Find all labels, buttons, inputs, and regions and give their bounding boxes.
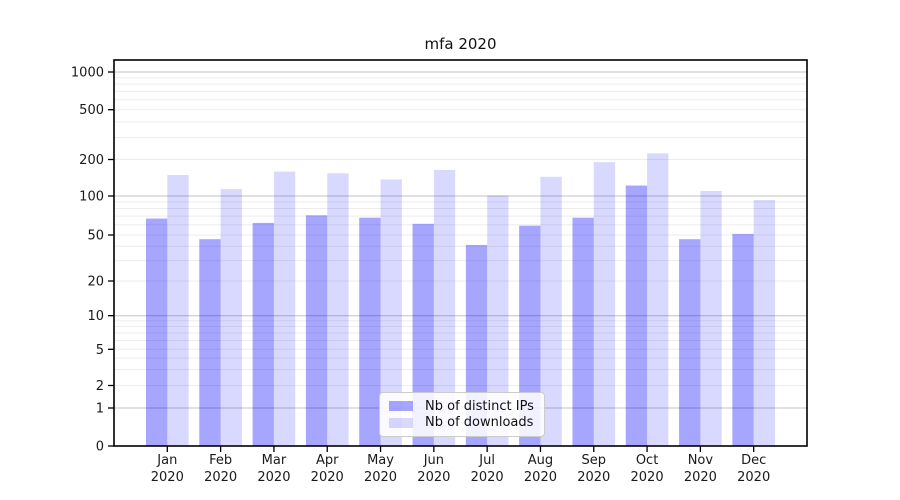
x-tick-label-year: 2020 [257,470,290,485]
y-tick-label: 20 [87,275,104,290]
x-tick-label-month: Aug [528,453,553,468]
bar-mar-downloads [273,171,296,447]
bar-may-downloads [380,179,402,446]
bar-feb-distinct-ips [199,239,221,446]
x-tick-label-year: 2020 [737,470,770,485]
x-tick-label-year: 2020 [204,470,237,485]
x-tick-label-month: May [367,453,394,468]
y-tick-label: 200 [79,153,104,168]
x-tick-label-year: 2020 [471,470,504,485]
bar-jul-downloads [487,195,509,446]
legend-item-downloads: Nb of downloads [389,415,535,430]
bar-sep-downloads [593,162,616,446]
legend-swatch-downloads [389,417,413,428]
minor-gridlines [114,77,807,386]
x-tick-label-month: Apr [316,453,339,468]
x-tick-label-year: 2020 [151,470,184,485]
y-tick-label: 100 [79,190,104,205]
bar-aug-distinct-ips [519,225,541,446]
legend-label-downloads: Nb of downloads [425,415,534,431]
series-distinct-ips [145,185,754,446]
bar-aug-downloads [540,176,562,446]
legend-swatch-distinct-ips [389,401,413,412]
x-tick-label-month: Nov [688,453,714,468]
y-tick-label: 5 [96,343,104,358]
bar-mar-distinct-ips [252,222,274,446]
x-tick-label-month: Oct [636,453,658,468]
x-tick-label-month: Jan [156,453,177,468]
x-tick-label-month: Feb [209,453,232,468]
bar-apr-distinct-ips [305,215,328,446]
bar-jun-downloads [433,169,456,446]
y-tick-label: 500 [79,103,104,118]
bar-apr-downloads [327,173,349,446]
x-axis: Jan 2020 Feb 2020 Mar 2020 Apr 2020 May 2020 Jun 20… [151,446,770,485]
legend-item-distinct-ips: Nb of distinct IPs [389,399,535,414]
x-tick-label-year: 2020 [524,470,557,485]
y-tick-label: 1000 [71,66,104,81]
bar-oct-distinct-ips [625,185,648,446]
legend-label-distinct-ips: Nb of distinct IPs [425,398,534,414]
bar-may-distinct-ips [359,217,381,446]
x-tick-label-year: 2020 [577,470,610,485]
x-tick-label-year: 2020 [364,470,397,485]
x-tick-label-year: 2020 [311,470,344,485]
x-tick-label-year: 2020 [631,470,664,485]
x-tick-label-month: Sep [582,453,607,468]
bar-dec-downloads [753,200,776,446]
y-tick-label: 1 [96,402,104,417]
x-tick-label-year: 2020 [417,470,450,485]
bar-feb-downloads [220,189,242,446]
y-tick-label: 0 [96,440,104,455]
y-tick-label: 2 [96,379,104,394]
bar-jan-distinct-ips [145,218,168,446]
x-tick-label-year: 2020 [684,470,717,485]
bar-sep-distinct-ips [572,217,594,446]
x-tick-label-month: Jun [423,453,444,468]
bar-oct-downloads [647,153,669,446]
y-tick-label: 10 [87,309,104,324]
x-tick-label-month: Dec [741,453,766,468]
bar-dec-distinct-ips [732,233,754,446]
bar-nov-downloads [700,190,722,446]
bar-jun-distinct-ips [412,223,434,446]
x-tick-label-month: Jul [478,453,495,468]
bar-jan-downloads [167,175,189,446]
chart-title: mfa 2020 [424,35,497,53]
series-downloads [167,153,776,447]
y-tick-label: 50 [87,229,104,244]
y-axis: 0 1 2 5 10 20 50 100 200 500 1000 [71,66,114,455]
plot-frame [113,59,808,447]
x-tick-label-month: Mar [262,453,287,468]
legend: Nb of distinct IPs Nb of downloads [379,392,545,437]
bar-nov-distinct-ips [679,239,701,446]
plot-area [114,60,807,446]
